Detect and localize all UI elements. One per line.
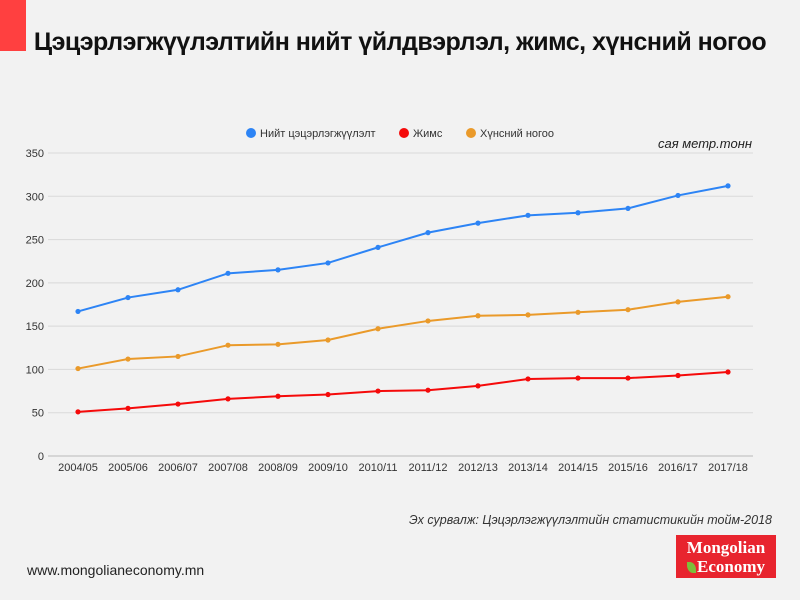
x-tick-label: 2006/07 xyxy=(158,462,198,474)
data-point xyxy=(725,183,731,189)
series-line xyxy=(77,184,729,313)
y-tick-label: 50 xyxy=(32,408,44,420)
logo: Mongolian Economy xyxy=(676,535,776,578)
y-tick-label: 0 xyxy=(38,451,44,463)
leaf-icon xyxy=(687,562,696,573)
x-tick-label: 2012/13 xyxy=(458,462,498,474)
unit-label: сая метр.тонн xyxy=(658,136,752,151)
data-point xyxy=(75,409,81,415)
data-point xyxy=(125,356,131,362)
data-point xyxy=(225,396,231,402)
data-point xyxy=(125,294,131,301)
x-tick-label: 2004/05 xyxy=(58,462,98,474)
data-point xyxy=(425,387,431,393)
data-point xyxy=(475,383,481,389)
x-tick-label: 2008/09 xyxy=(258,462,298,474)
data-point xyxy=(325,391,331,398)
data-point xyxy=(275,267,281,273)
data-point xyxy=(575,210,581,216)
logo-line2: Economy xyxy=(697,557,765,576)
website-link[interactable]: www.mongolianeconomy.mn xyxy=(27,562,205,578)
data-point xyxy=(375,326,381,332)
x-tick-label: 2016/17 xyxy=(658,462,698,474)
data-point xyxy=(675,192,681,199)
x-tick-label: 2009/10 xyxy=(308,462,348,474)
data-point xyxy=(325,260,331,266)
data-point xyxy=(525,376,531,382)
legend-label: Нийт цэцэрлэгжүүлэлт xyxy=(260,128,376,140)
x-tick-label: 2014/15 xyxy=(558,462,598,474)
y-tick-label: 300 xyxy=(26,191,44,203)
chart-title: Цэцэрлэгжүүлэлтийн нийт үйлдвэрлэл, жимс… xyxy=(0,28,800,57)
data-point xyxy=(475,313,481,319)
x-tick-label: 2005/06 xyxy=(108,462,148,474)
data-point xyxy=(625,307,631,313)
y-tick-label: 150 xyxy=(26,321,44,333)
series-line xyxy=(77,295,729,370)
accent-bar xyxy=(0,0,26,51)
y-tick-label: 250 xyxy=(26,235,44,247)
y-tick-label: 200 xyxy=(26,278,44,290)
data-point xyxy=(675,372,681,379)
data-point xyxy=(325,337,331,343)
data-point xyxy=(575,375,581,381)
x-tick-label: 2010/11 xyxy=(359,462,398,474)
data-point xyxy=(575,309,581,315)
legend-marker xyxy=(466,128,476,138)
chart-title-text: Цэцэрлэгжүүлэлтийн нийт үйлдвэрлэл, жимс… xyxy=(33,28,767,56)
data-point xyxy=(475,220,481,226)
data-point xyxy=(275,393,281,399)
x-tick-label: 2015/16 xyxy=(608,462,648,474)
data-point xyxy=(525,312,531,318)
legend-marker xyxy=(399,128,409,138)
data-point xyxy=(625,375,631,381)
y-tick-label: 100 xyxy=(26,364,44,376)
data-point xyxy=(225,342,231,348)
data-point xyxy=(75,308,81,315)
data-point xyxy=(175,401,181,407)
legend-label: Жимс xyxy=(413,128,443,140)
x-tick-label: 2011/12 xyxy=(409,462,448,474)
legend-marker xyxy=(246,128,256,138)
y-tick-label: 350 xyxy=(26,148,44,160)
series-line xyxy=(77,371,729,413)
data-point xyxy=(375,244,381,250)
data-point xyxy=(75,365,81,372)
source-note: Эх сурвалж: Цэцэрлэгжүүлэлтийн статистик… xyxy=(409,513,772,527)
data-point xyxy=(725,294,731,300)
data-point xyxy=(675,299,681,305)
x-tick-label: 2007/08 xyxy=(208,462,248,474)
legend-label: Хүнсний ногоо xyxy=(480,128,554,140)
data-point xyxy=(625,205,631,212)
x-tick-label: 2017/18 xyxy=(708,462,748,474)
data-point xyxy=(125,405,131,411)
x-tick-label: 2013/14 xyxy=(508,462,548,474)
data-point xyxy=(725,369,731,375)
data-point xyxy=(275,341,281,347)
data-point xyxy=(175,287,181,293)
data-point xyxy=(225,270,231,276)
data-point xyxy=(425,230,431,236)
data-point xyxy=(175,353,181,360)
logo-line1: Mongolian xyxy=(686,538,766,557)
data-point xyxy=(425,318,431,324)
data-point xyxy=(525,212,531,218)
data-point xyxy=(375,388,381,394)
